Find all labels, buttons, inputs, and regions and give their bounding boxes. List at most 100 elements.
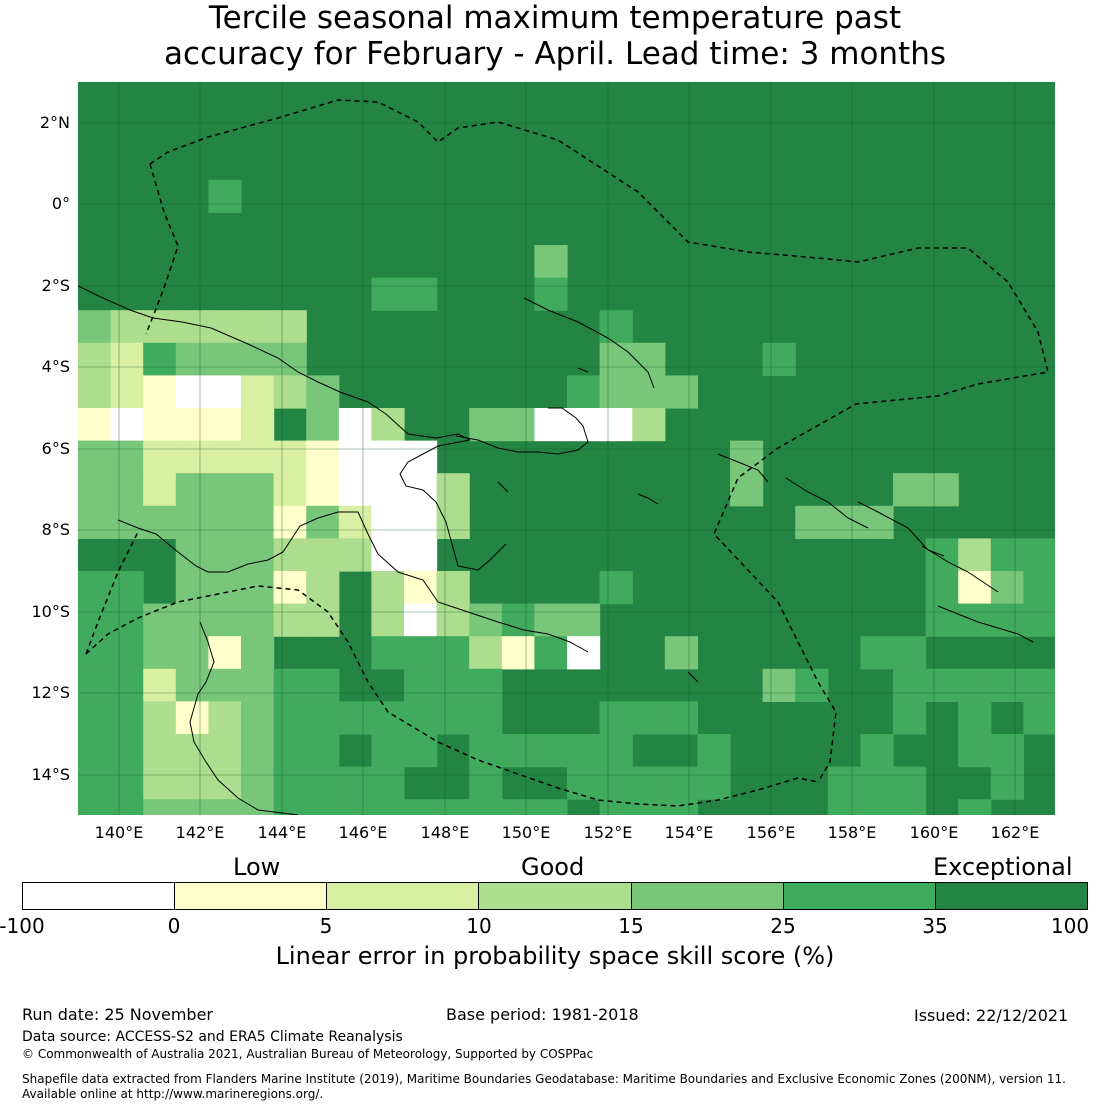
skill-cell bbox=[339, 441, 372, 474]
skill-cell bbox=[306, 701, 339, 734]
skill-cell bbox=[176, 734, 209, 767]
skill-cell bbox=[600, 375, 633, 408]
skill-cell bbox=[143, 799, 176, 815]
legend-colorbar bbox=[22, 882, 1088, 910]
skill-cell bbox=[534, 408, 567, 441]
skill-cell bbox=[665, 767, 698, 800]
skill-cell bbox=[143, 636, 176, 669]
skill-cell bbox=[893, 473, 926, 506]
lon-label-152e: 152°E bbox=[568, 823, 648, 842]
skill-cell bbox=[795, 669, 828, 702]
skill-cell bbox=[600, 310, 633, 343]
skill-cell bbox=[208, 310, 241, 343]
skill-cell bbox=[143, 441, 176, 474]
skill-cell bbox=[274, 767, 307, 800]
skill-cell bbox=[437, 669, 470, 702]
skill-cell bbox=[176, 701, 209, 734]
skill-cell bbox=[534, 799, 567, 815]
skill-cell bbox=[437, 473, 470, 506]
skill-cell bbox=[371, 767, 404, 800]
colorbar-segment bbox=[327, 883, 479, 909]
skill-cell bbox=[274, 506, 307, 539]
skill-cell bbox=[404, 441, 437, 474]
skill-cell bbox=[371, 441, 404, 474]
skill-cell bbox=[567, 604, 600, 637]
lon-label-156e: 156°E bbox=[731, 823, 811, 842]
skill-cell bbox=[926, 571, 959, 604]
skill-cell bbox=[78, 473, 111, 506]
skill-cell bbox=[274, 441, 307, 474]
colorbar-tick: 10 bbox=[439, 914, 519, 938]
skill-cell bbox=[600, 701, 633, 734]
skill-cell bbox=[339, 767, 372, 800]
skill-cell bbox=[241, 604, 274, 637]
skill-cell bbox=[208, 343, 241, 376]
skill-cell bbox=[111, 636, 144, 669]
skill-cell bbox=[306, 473, 339, 506]
skill-grid-cells bbox=[78, 180, 1055, 815]
skill-cell bbox=[991, 767, 1024, 800]
skill-cell bbox=[143, 343, 176, 376]
colorbar-tick: -100 bbox=[0, 914, 62, 938]
lon-label-154e: 154°E bbox=[649, 823, 729, 842]
skill-cell bbox=[111, 571, 144, 604]
skill-cell bbox=[534, 636, 567, 669]
skill-cell bbox=[437, 636, 470, 669]
skill-cell bbox=[828, 799, 861, 815]
skill-cell bbox=[469, 734, 502, 767]
skill-cell bbox=[469, 767, 502, 800]
skill-cell bbox=[241, 506, 274, 539]
skill-cell bbox=[208, 669, 241, 702]
skill-cell bbox=[78, 441, 111, 474]
skill-cell bbox=[274, 701, 307, 734]
skill-cell bbox=[860, 506, 893, 539]
skill-cell bbox=[697, 767, 730, 800]
skill-cell bbox=[502, 799, 535, 815]
skill-cell bbox=[502, 408, 535, 441]
skill-cell bbox=[730, 441, 763, 474]
skill-cell bbox=[371, 278, 404, 311]
skill-cell bbox=[502, 636, 535, 669]
skill-cell bbox=[176, 441, 209, 474]
skill-cell bbox=[632, 408, 665, 441]
skill-cell bbox=[567, 767, 600, 800]
skill-cell bbox=[1023, 604, 1055, 637]
skill-cell bbox=[437, 604, 470, 637]
skill-cell bbox=[208, 604, 241, 637]
skill-cell bbox=[404, 799, 437, 815]
skill-cell bbox=[991, 669, 1024, 702]
skill-cell bbox=[143, 767, 176, 800]
lat-label-0: 0° bbox=[0, 194, 70, 213]
skill-cell bbox=[763, 343, 796, 376]
skill-cell bbox=[111, 375, 144, 408]
skill-cell bbox=[143, 604, 176, 637]
skill-cell bbox=[893, 701, 926, 734]
skill-cell bbox=[78, 799, 111, 815]
skill-cell bbox=[469, 636, 502, 669]
base-period: Base period: 1981-2018 bbox=[446, 1005, 639, 1024]
skill-cell bbox=[437, 701, 470, 734]
skill-cell bbox=[208, 473, 241, 506]
run-date: Run date: 25 November bbox=[22, 1005, 213, 1024]
data-source: Data source: ACCESS-S2 and ERA5 Climate … bbox=[22, 1029, 403, 1045]
skill-cell bbox=[78, 604, 111, 637]
skill-cell bbox=[860, 767, 893, 800]
skill-cell bbox=[600, 571, 633, 604]
colorbar-tick: 5 bbox=[286, 914, 366, 938]
skill-cell bbox=[143, 473, 176, 506]
skill-cell bbox=[241, 701, 274, 734]
skill-cell bbox=[241, 408, 274, 441]
title-line-2: accuracy for February - April. Lead time… bbox=[0, 36, 1110, 72]
skill-cell bbox=[730, 473, 763, 506]
skill-cell bbox=[991, 604, 1024, 637]
skill-cell bbox=[1023, 571, 1055, 604]
skill-cell bbox=[208, 538, 241, 571]
skill-cell bbox=[111, 799, 144, 815]
skill-cell bbox=[208, 799, 241, 815]
lat-label-8s: 8°S bbox=[0, 520, 70, 539]
skill-cell bbox=[176, 636, 209, 669]
lon-label-142e: 142°E bbox=[160, 823, 240, 842]
skill-cell bbox=[404, 278, 437, 311]
skill-cell bbox=[111, 343, 144, 376]
skill-cell bbox=[926, 604, 959, 637]
